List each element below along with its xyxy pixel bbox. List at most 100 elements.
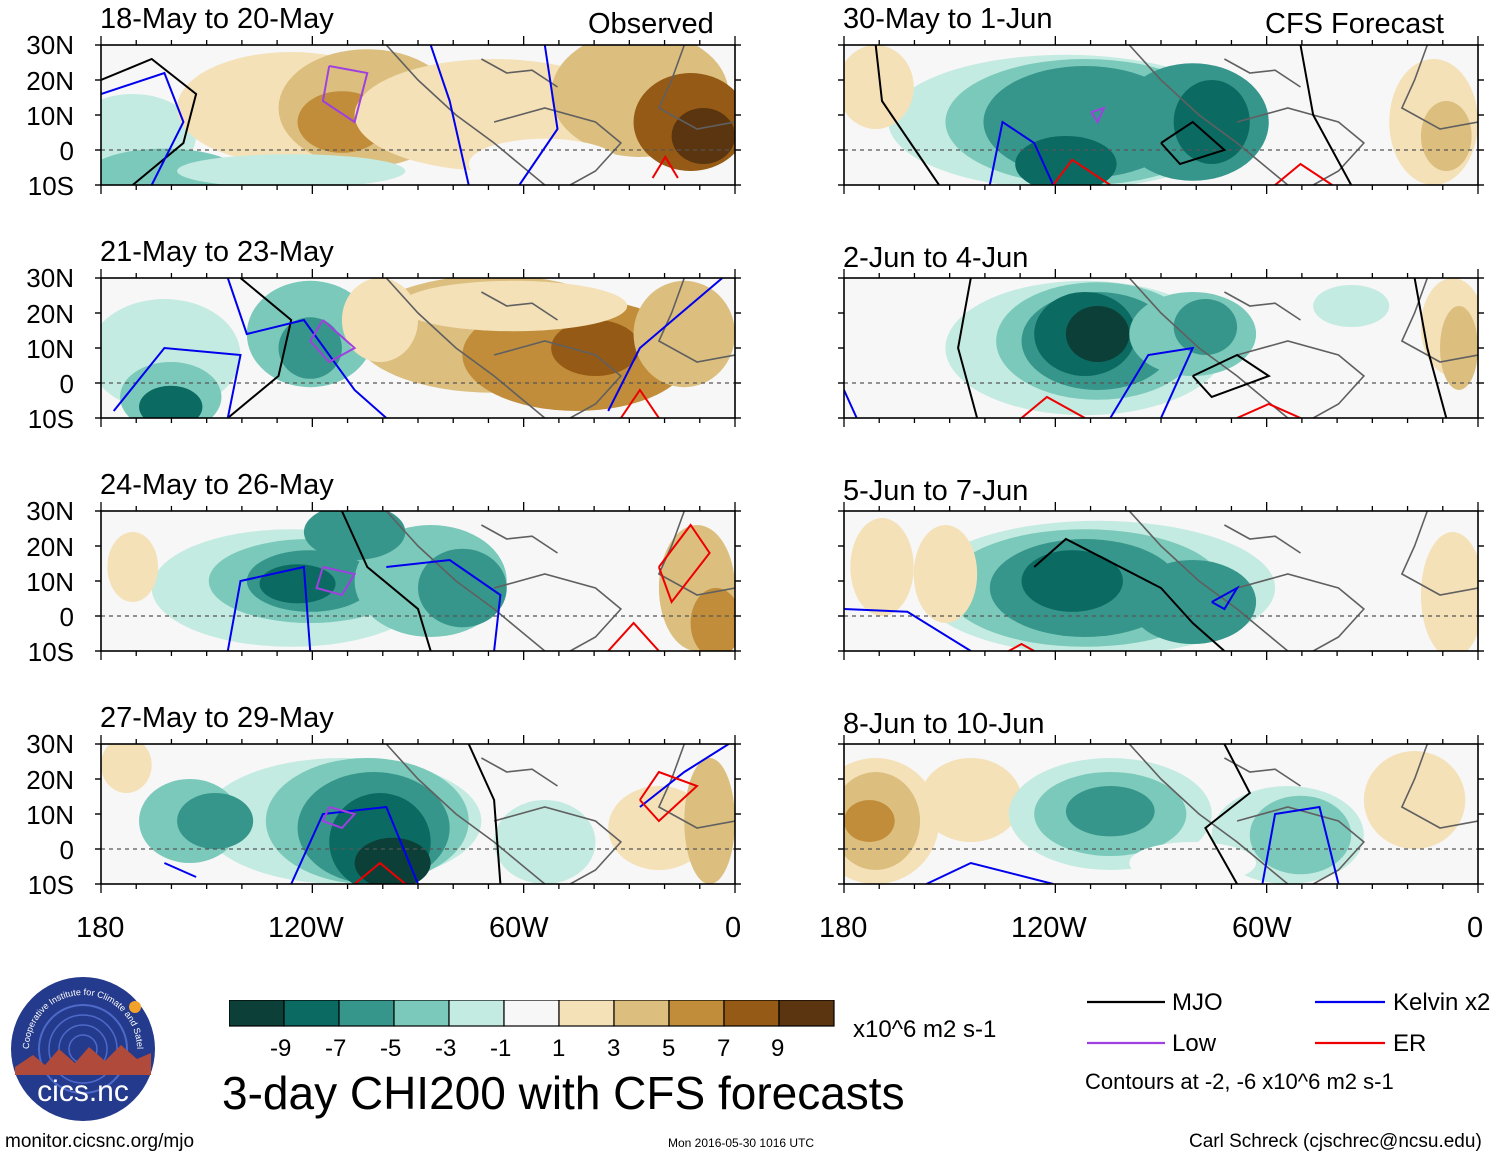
colorbar-tick: 1 — [552, 1035, 566, 1062]
lat-label: 30N — [26, 30, 74, 60]
mjo-contour — [1413, 278, 1448, 418]
kelvin-contour — [101, 71, 185, 185]
shading-region — [1021, 550, 1123, 612]
timestamp: Mon 2016-05-30 1016 UTC — [668, 1136, 815, 1150]
lat-label: 30N — [26, 263, 74, 293]
panel-title-7: 5-Jun to 7-Jun — [843, 475, 1029, 507]
lon-label: 120W — [268, 912, 344, 944]
shading-region — [1319, 532, 1383, 630]
lat-label: 10S — [27, 404, 74, 434]
colorbar-swatch — [338, 1000, 395, 1027]
shading-region — [278, 317, 342, 379]
mjo-contour — [1191, 353, 1271, 399]
lat-label: 30N — [26, 729, 74, 759]
colorbar-swatch — [613, 1000, 670, 1027]
shading-region — [1249, 795, 1352, 875]
mjo-contour — [957, 278, 979, 418]
legend-lines — [1087, 1000, 1385, 1045]
shading-region — [844, 45, 914, 129]
panel-title-2: 21-May to 23-May — [100, 236, 334, 268]
kelvin-contour — [290, 805, 419, 884]
legend-note: Contours at -2, -6 x10^6 m2 s-1 — [1085, 1069, 1394, 1094]
lat-label: 0 — [59, 602, 74, 632]
kelvin-contour — [429, 45, 470, 185]
mountains-icon — [15, 1045, 151, 1075]
lat-label: 20N — [26, 66, 74, 96]
lat-label: 10N — [26, 334, 74, 364]
coastline — [657, 744, 735, 829]
shading-region — [671, 108, 735, 164]
kelvin-contour — [112, 346, 242, 418]
coastline — [1128, 744, 1289, 884]
coastline — [493, 573, 623, 651]
low-contour — [308, 319, 357, 364]
low-contour — [321, 65, 369, 124]
shading-region — [551, 525, 640, 637]
coastline — [481, 757, 558, 787]
map-panel — [838, 36, 1484, 194]
shading-region — [1420, 532, 1478, 651]
coastline — [1128, 45, 1289, 185]
coastline — [1224, 291, 1301, 321]
figure-title: 3-day CHI200 with CFS forecasts — [222, 1067, 905, 1119]
coastline — [1236, 573, 1366, 651]
coastline — [1236, 806, 1366, 884]
lat-label: 10N — [26, 567, 74, 597]
er-contour — [1052, 158, 1111, 185]
lat-label: 20N — [26, 299, 74, 329]
author: Carl Schreck (cjschrec@ncsu.edu) — [1189, 1131, 1482, 1152]
shading-region — [494, 800, 596, 884]
panel-title-4: 27-May to 29-May — [100, 702, 334, 734]
mjo-contour — [1299, 45, 1353, 185]
kelvin-contour — [386, 558, 502, 651]
lon-label: 120W — [1011, 912, 1087, 944]
shading-region — [1313, 285, 1390, 327]
logo-text: cics.nc — [37, 1075, 129, 1108]
colorbar-swatch — [558, 1000, 615, 1027]
coastline — [1224, 757, 1301, 787]
shading-region — [690, 588, 735, 651]
lat-label: 10N — [26, 800, 74, 830]
panel-title-3: 24-May to 26-May — [100, 469, 334, 501]
map-panel — [838, 502, 1484, 660]
panel-title-1: 18-May to 20-May — [100, 3, 334, 35]
colorbar-tick: 7 — [717, 1035, 731, 1062]
map-panel — [95, 36, 741, 194]
low-contour — [315, 566, 357, 597]
forecast-label: CFS Forecast — [1265, 8, 1444, 40]
shading-region — [850, 518, 914, 616]
coastline — [481, 58, 558, 88]
shading-region — [1363, 751, 1466, 849]
coastline — [481, 524, 558, 554]
lat-label: 20N — [26, 765, 74, 795]
er-contour — [1274, 162, 1333, 185]
shading-region — [1173, 80, 1250, 164]
lon-label: 0 — [1467, 912, 1484, 944]
mjo-contour — [1033, 537, 1226, 651]
observed-label: Observed — [588, 8, 714, 40]
lat-label: 10S — [27, 171, 74, 201]
lat-label: 0 — [59, 369, 74, 399]
coastline — [1224, 524, 1301, 554]
shading-region — [1173, 299, 1238, 355]
coastline — [385, 278, 546, 418]
kelvin-contour — [1109, 346, 1195, 418]
kelvin-contour — [226, 565, 312, 651]
shading-region — [913, 525, 978, 623]
shading-region — [551, 320, 640, 376]
coastline — [1128, 278, 1289, 418]
mjo-contour — [1204, 744, 1252, 884]
colorbar-swatch — [393, 1000, 450, 1027]
kelvin-contour — [639, 744, 730, 808]
kelvin-contour — [1211, 585, 1240, 611]
kelvin-contour — [844, 389, 858, 418]
low-contour — [321, 806, 357, 830]
er-contour — [657, 523, 711, 605]
legend-kelvin-label: Kelvin x2 — [1393, 989, 1491, 1016]
er-contour — [1020, 395, 1086, 418]
shading-region — [177, 793, 254, 849]
panel-title-8: 8-Jun to 10-Jun — [843, 708, 1045, 740]
coastline — [481, 291, 558, 321]
panel-title-5: 30-May to 1-Jun — [843, 3, 1053, 35]
